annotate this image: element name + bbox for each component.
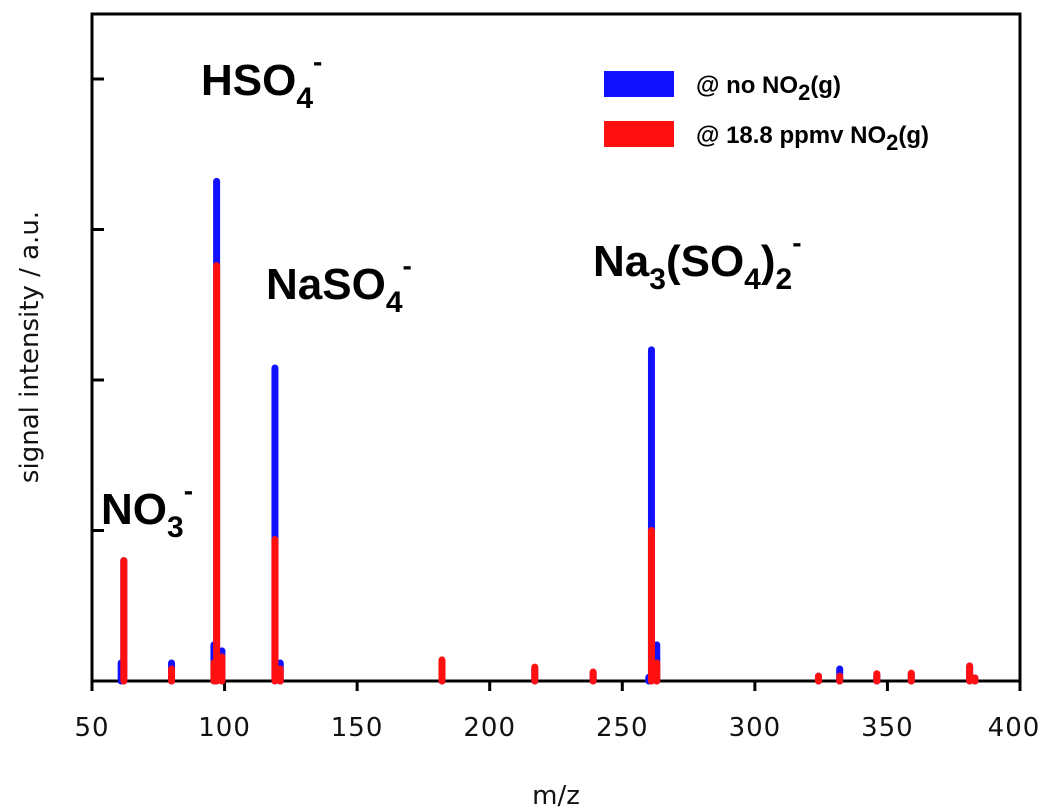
legend-swatch-no-no2 (604, 71, 674, 97)
y-axis-ticks (92, 77, 104, 532)
x-tick-label: 200 (463, 713, 516, 743)
x-tick-label: 50 (74, 713, 109, 743)
annotation-hso4: HSO4- (201, 46, 322, 115)
legend-label-18-8-ppmv: @ 18.8 ppmv NO2(g) (696, 122, 929, 155)
x-tick-label: 350 (861, 713, 914, 743)
x-tick-label: 250 (596, 713, 649, 743)
annotation-no3: NO3- (101, 475, 193, 544)
x-tick-label: 100 (198, 713, 251, 743)
x-tick-label: 300 (729, 713, 782, 743)
x-axis-tick-labels: 50 100 150 200 250 300 350 400 (74, 713, 1041, 743)
annotation-naso4: NaSO4- (266, 250, 412, 319)
x-tick-label: 150 (331, 713, 384, 743)
y-axis-label: signal intensity / a.u. (15, 211, 45, 483)
legend-label-no-no2: @ no NO2(g) (696, 72, 841, 105)
annotation-na3so42: Na3(SO4)2- (593, 227, 802, 296)
legend-swatch-18-8-ppmv (604, 121, 674, 147)
x-tick-label: 400 (988, 713, 1041, 743)
plot-frame (90, 12, 1022, 683)
legend: @ no NO2(g) @ 18.8 ppmv NO2(g) (604, 71, 929, 155)
x-axis-label: m/z (532, 781, 580, 811)
spectrum-bars (117, 177, 979, 685)
